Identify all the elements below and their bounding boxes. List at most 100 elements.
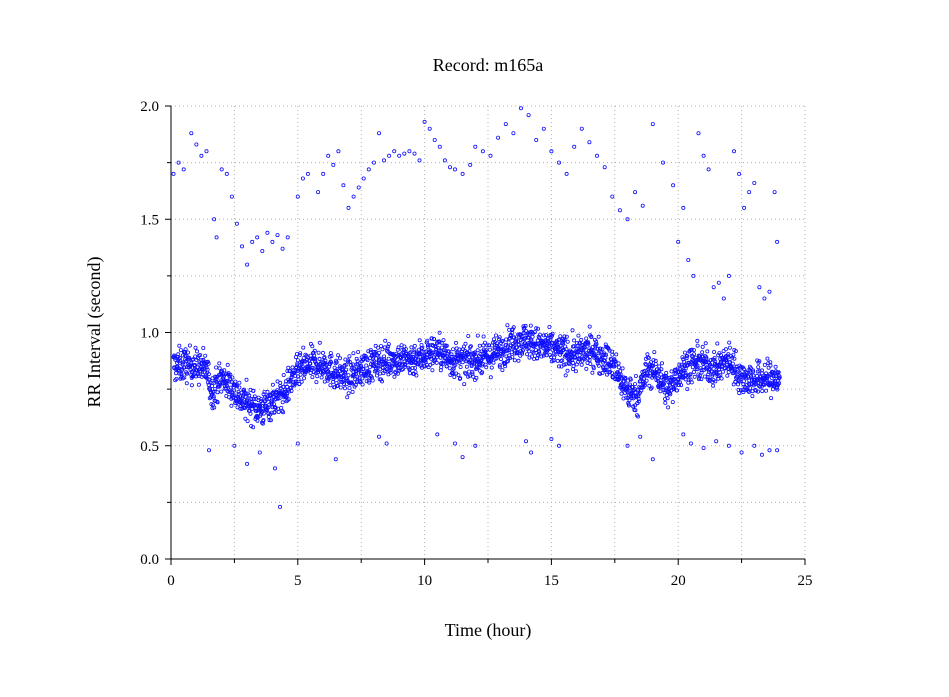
data-point-outlier	[199, 153, 204, 158]
data-point-outlier	[681, 432, 686, 437]
data-point	[721, 369, 726, 374]
data-point	[386, 356, 391, 361]
data-point	[196, 382, 201, 387]
data-point	[596, 334, 601, 339]
data-point	[221, 374, 226, 379]
data-point-outlier	[417, 158, 422, 163]
data-point	[393, 370, 398, 375]
data-point	[237, 380, 242, 385]
data-point	[573, 369, 578, 374]
data-point	[295, 358, 300, 363]
data-point	[284, 393, 289, 398]
data-point	[598, 346, 603, 351]
data-point	[203, 353, 208, 358]
data-point	[281, 384, 286, 389]
data-point-outlier	[435, 432, 440, 437]
data-point	[741, 390, 746, 395]
data-point	[273, 405, 278, 410]
data-point	[432, 337, 437, 342]
data-point	[620, 366, 625, 371]
data-point	[259, 397, 264, 402]
data-point	[589, 334, 594, 339]
data-point	[627, 397, 632, 402]
data-point	[315, 374, 320, 379]
data-point	[766, 361, 771, 366]
data-point	[652, 350, 657, 355]
data-point	[530, 334, 535, 339]
data-point	[627, 403, 632, 408]
data-point	[616, 365, 621, 370]
data-point	[699, 368, 704, 373]
data-point	[494, 356, 499, 361]
data-point	[595, 356, 600, 361]
data-point	[355, 374, 360, 379]
data-point	[547, 324, 552, 329]
data-point-outlier	[351, 194, 356, 199]
data-point	[564, 334, 569, 339]
data-point	[319, 375, 324, 380]
data-point	[241, 387, 246, 392]
data-point	[520, 350, 525, 355]
data-point	[503, 364, 508, 369]
data-point-outlier	[257, 450, 262, 455]
data-point	[565, 368, 570, 373]
data-point-outlier	[772, 190, 777, 195]
data-point	[755, 373, 760, 378]
data-point	[443, 348, 448, 353]
x-tick-label: 25	[798, 573, 813, 589]
data-point	[350, 381, 355, 386]
data-point	[586, 341, 591, 346]
data-point	[342, 386, 347, 391]
data-point	[205, 367, 210, 372]
data-point	[489, 356, 494, 361]
data-point	[695, 367, 700, 372]
data-point	[704, 355, 709, 360]
data-point	[473, 350, 478, 355]
data-point	[732, 356, 737, 361]
data-point	[463, 341, 468, 346]
data-point	[371, 354, 376, 359]
data-point-outlier	[272, 466, 277, 471]
data-point	[712, 349, 717, 354]
data-point-outlier	[356, 185, 361, 190]
data-point	[376, 345, 381, 350]
data-point	[316, 350, 321, 355]
data-point	[354, 356, 359, 361]
data-point-outlier	[661, 160, 666, 165]
data-point	[644, 362, 649, 367]
data-point	[691, 369, 696, 374]
data-point	[529, 338, 534, 343]
data-point	[516, 358, 521, 363]
data-point-outlier	[250, 239, 255, 244]
data-point	[485, 343, 490, 348]
x-tick-label: 15	[544, 573, 559, 589]
data-point	[562, 337, 567, 342]
data-point	[200, 366, 205, 371]
data-point-outlier	[701, 445, 706, 450]
data-point	[556, 344, 561, 349]
data-point	[685, 353, 690, 358]
data-point	[211, 393, 216, 398]
data-point	[758, 384, 763, 389]
data-point	[176, 352, 181, 357]
data-point	[552, 355, 557, 360]
data-point-outlier	[432, 137, 437, 142]
data-point	[201, 345, 206, 350]
data-point	[219, 389, 224, 394]
data-point	[232, 388, 237, 393]
data-point	[217, 361, 222, 366]
data-point	[430, 368, 435, 373]
data-point	[730, 361, 735, 366]
data-point	[417, 338, 422, 343]
data-point-outlier	[275, 233, 280, 238]
data-point	[215, 390, 220, 395]
data-point-outlier	[442, 158, 447, 163]
data-point	[187, 355, 192, 360]
data-point	[273, 396, 278, 401]
data-point	[297, 365, 302, 370]
data-point	[711, 383, 716, 388]
data-point	[748, 366, 753, 371]
data-point	[733, 379, 738, 384]
data-point-outlier	[376, 434, 381, 439]
data-point	[596, 363, 601, 368]
